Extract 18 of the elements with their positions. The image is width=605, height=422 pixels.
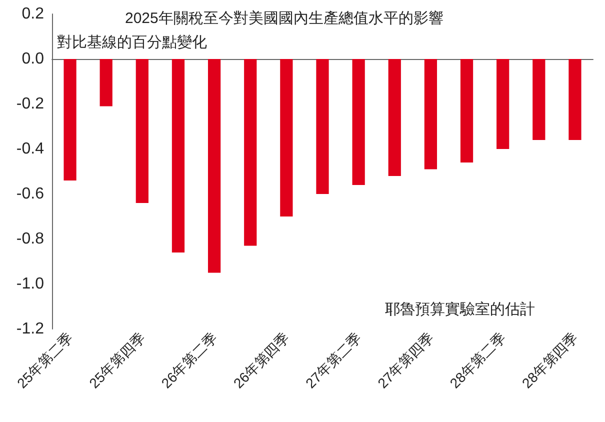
x-tick-label: 26年第二季 <box>158 329 220 392</box>
text: 對比基線的百分點變化 <box>57 34 207 51</box>
y-tick-label: -0.6 <box>16 186 44 202</box>
x-tick-label: 27年第四季 <box>374 329 436 392</box>
y-tick-label: 0.2 <box>22 6 44 22</box>
x-tick-label: 28年第四季 <box>518 329 581 392</box>
x-tick-label: 28年第二季 <box>446 329 508 392</box>
y-tick-label: -1.2 <box>16 320 44 338</box>
y-tick-label: -0.8 <box>16 230 44 248</box>
y-tick-label: -0.4 <box>16 140 44 158</box>
y-tick-label: 0.0 <box>22 50 44 68</box>
x-tick-label: 25年第四季 <box>86 329 148 392</box>
chart-title: 2025年關稅至今對美國國內生產總值水平的影響 <box>125 10 444 27</box>
x-tick-label: 27年第二季 <box>302 329 364 392</box>
y-tick-label: -0.2 <box>16 96 44 112</box>
y-tick-label: -1.0 <box>16 276 44 292</box>
annotation: 耶魯預算實驗室的估計 <box>385 301 535 318</box>
x-tick-label: 26年第四季 <box>230 329 292 392</box>
